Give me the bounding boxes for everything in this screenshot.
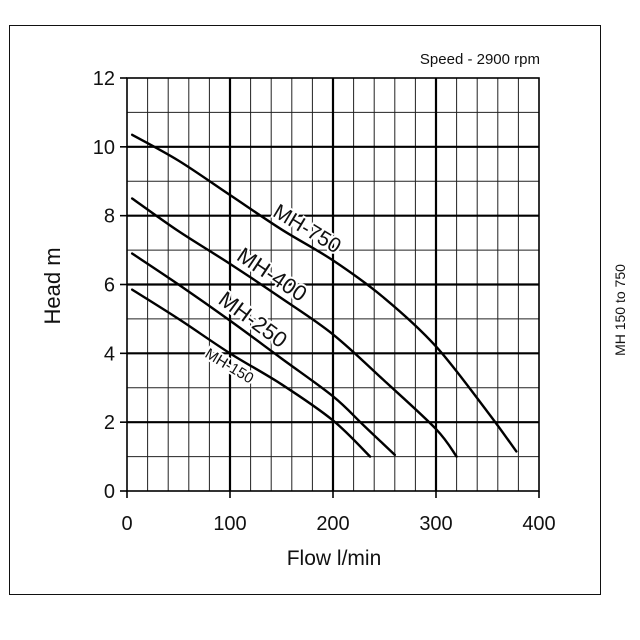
speed-annotation: Speed - 2900 rpm [420, 51, 540, 68]
y-tick-label: 2 [104, 412, 115, 434]
series-line-mh-750 [130, 133, 518, 453]
y-tick-label: 0 [104, 481, 115, 503]
series-lines [130, 133, 518, 458]
y-tick-label: 8 [104, 206, 115, 228]
series-line-mh-150 [130, 288, 372, 458]
x-tick-label: 400 [522, 513, 555, 535]
y-tick-label: 10 [93, 137, 115, 159]
side-label: MH 150 to 750 [612, 264, 628, 356]
x-tick-labels: 0 100 200 300 400 [121, 513, 555, 535]
x-tick-label: 100 [213, 513, 246, 535]
x-tick-label: 300 [419, 513, 452, 535]
y-tick-label: 12 [93, 68, 115, 90]
y-tick-label: 4 [104, 343, 115, 365]
major-grid [127, 78, 539, 491]
series-line-mh-400 [130, 197, 458, 458]
axes [120, 77, 540, 498]
y-tick-labels: 0 2 4 6 8 10 12 [93, 68, 115, 503]
x-tick-label: 0 [121, 513, 132, 535]
y-axis-label: Head m [40, 247, 65, 324]
y-tick-label: 6 [104, 275, 115, 297]
chart-frame [9, 25, 601, 595]
series-line-mh-250 [130, 252, 396, 457]
x-tick-label: 200 [316, 513, 349, 535]
x-axis-label: Flow l/min [287, 547, 382, 570]
